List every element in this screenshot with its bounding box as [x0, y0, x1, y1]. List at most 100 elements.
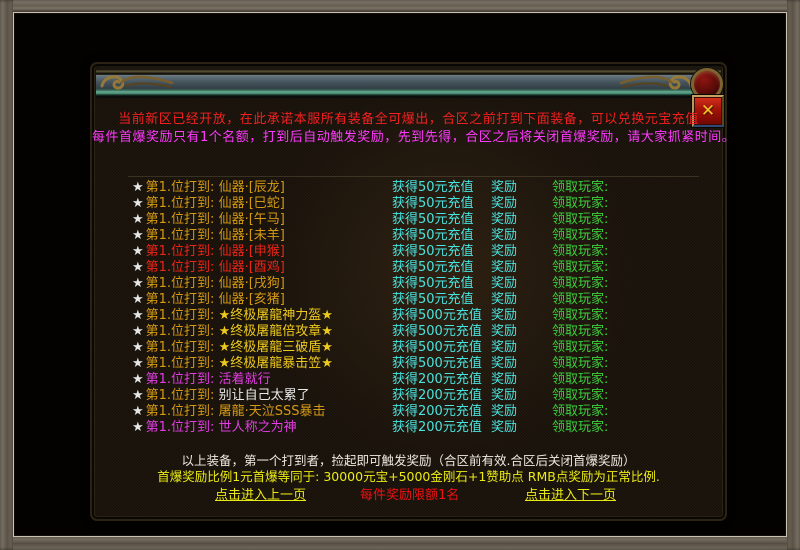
reward-label: 奖励: [491, 196, 518, 211]
row-prefix: 第1.位打到:: [145, 260, 215, 275]
item-name: 仙器·[酉鸡]: [218, 260, 285, 275]
list-item: ★ 第1.位打到: 仙器·[巳蛇] 获得50元充值 奖励 领取玩家:: [132, 196, 715, 212]
list-item: ★ 第1.位打到: ★终极屠龍倍攻章★ 获得500元充值 奖励 领取玩家:: [132, 324, 715, 340]
claim-player-label: 领取玩家:: [552, 180, 609, 195]
first-drop-reward-list: ★ 第1.位打到: 仙器·[辰龙] 获得50元充值 奖励 领取玩家: ★ 第1.位打…: [132, 180, 715, 436]
reward-label: 奖励: [491, 420, 518, 435]
claim-player-label: 领取玩家:: [552, 196, 609, 211]
row-prefix: 第1.位打到:: [145, 324, 215, 339]
claim-player-label: 领取玩家:: [552, 308, 609, 323]
item-name: ★终极屠龍神力盔★: [218, 308, 333, 323]
claim-player-label: 领取玩家:: [552, 420, 609, 435]
reward-label: 奖励: [491, 212, 518, 227]
row-prefix: 第1.位打到:: [145, 308, 215, 323]
reward-label: 奖励: [491, 260, 518, 275]
claim-player-label: 领取玩家:: [552, 228, 609, 243]
item-name: 仙器·[午马]: [218, 212, 285, 227]
star-icon: ★: [132, 340, 144, 355]
reward-label: 奖励: [491, 404, 518, 419]
row-prefix: 第1.位打到:: [145, 388, 215, 403]
list-item: ★ 第1.位打到: ★终极屠龍暴击笠★ 获得500元充值 奖励 领取玩家:: [132, 356, 715, 372]
reward-value: 获得500元充值: [392, 356, 482, 371]
reward-value: 获得200元充值: [392, 388, 482, 403]
star-icon: ★: [132, 404, 144, 419]
list-item: ★ 第1.位打到: ★终极屠龍三破盾★ 获得500元充值 奖励 领取玩家:: [132, 340, 715, 356]
item-name: ★终极屠龍三破盾★: [218, 340, 333, 355]
claim-player-label: 领取玩家:: [552, 260, 609, 275]
claim-player-label: 领取玩家:: [552, 324, 609, 339]
row-prefix: 第1.位打到:: [145, 180, 215, 195]
list-item: ★ 第1.位打到: 仙器·[午马] 获得50元充值 奖励 领取玩家:: [132, 212, 715, 228]
row-prefix: 第1.位打到:: [145, 228, 215, 243]
list-item: ★ 第1.位打到: 世人称之为神 获得200元充值 奖励 领取玩家:: [132, 420, 715, 436]
footer-note-1: 以上装备，第一个打到者，捡起即可触发奖励（合区前有效.合区后关闭首爆奖励）: [181, 453, 636, 468]
reward-label: 奖励: [491, 276, 518, 291]
item-name: 世人称之为神: [218, 420, 297, 435]
announcement-line-1: 当前新区已经开放，在此承诺本服所有装备全可爆出，合区之前打到下面装备，可以兑换元…: [118, 112, 699, 127]
list-item: ★ 第1.位打到: 仙器·[戌狗] 获得50元充值 奖励 领取玩家:: [132, 276, 715, 292]
claim-player-label: 领取玩家:: [552, 388, 609, 403]
row-prefix: 第1.位打到:: [145, 244, 215, 259]
list-item: ★ 第1.位打到: 仙器·[辰龙] 获得50元充值 奖励 领取玩家:: [132, 180, 715, 196]
claim-player-label: 领取玩家:: [552, 244, 609, 259]
row-prefix: 第1.位打到:: [145, 404, 215, 419]
item-name: 屠龍·天泣SSS暴击: [218, 404, 326, 419]
list-item: ★ 第1.位打到: 仙器·[未羊] 获得50元充值 奖励 领取玩家:: [132, 228, 715, 244]
window-frame-bottom: [0, 537, 800, 550]
item-name: 仙器·[辰龙]: [218, 180, 285, 195]
reward-value: 获得50元充值: [392, 260, 474, 275]
claim-player-label: 领取玩家:: [552, 212, 609, 227]
item-name: ★终极屠龍暴击笠★: [218, 356, 333, 371]
reward-label: 奖励: [491, 324, 518, 339]
reward-value: 获得50元充值: [392, 196, 474, 211]
window-frame-right: [787, 0, 800, 550]
item-name: 仙器·[未羊]: [218, 228, 285, 243]
footer-note-2: 首爆奖励比例1元首爆等同于: 30000元宝+5000金刚石+1赞助点 RMB点…: [157, 469, 660, 484]
prev-page-link[interactable]: 点击进入上一页: [215, 488, 307, 503]
reward-label: 奖励: [491, 308, 518, 323]
reward-label: 奖励: [491, 228, 518, 243]
star-icon: ★: [132, 180, 144, 195]
titlebar-scroll-ornament-left: [100, 75, 174, 90]
item-name: 别让自己太累了: [218, 388, 310, 403]
reward-value: 获得50元充值: [392, 180, 474, 195]
row-prefix: 第1.位打到:: [145, 292, 215, 307]
star-icon: ★: [132, 308, 144, 323]
reward-value: 获得500元充值: [392, 308, 482, 323]
item-name: ★终极屠龍倍攻章★: [218, 324, 333, 339]
item-name: 仙器·[戌狗]: [218, 276, 285, 291]
row-prefix: 第1.位打到:: [145, 372, 215, 387]
row-prefix: 第1.位打到:: [145, 196, 215, 211]
close-button[interactable]: ✕: [692, 95, 724, 127]
reward-value: 获得50元充值: [392, 292, 474, 307]
item-name: 仙器·[亥猪]: [218, 292, 285, 307]
titlebar-scroll-ornament-right: [619, 75, 693, 90]
star-icon: ★: [132, 212, 144, 227]
star-icon: ★: [132, 372, 144, 387]
claim-player-label: 领取玩家:: [552, 276, 609, 291]
reward-value: 获得500元充值: [392, 340, 482, 355]
reward-label: 奖励: [491, 180, 518, 195]
list-item: ★ 第1.位打到: 仙器·[酉鸡] 获得50元充值 奖励 领取玩家:: [132, 260, 715, 276]
list-item: ★ 第1.位打到: 别让自己太累了 获得200元充值 奖励 领取玩家:: [132, 388, 715, 404]
star-icon: ★: [132, 420, 144, 435]
claim-player-label: 领取玩家:: [552, 340, 609, 355]
reward-label: 奖励: [491, 292, 518, 307]
reward-value: 获得200元充值: [392, 404, 482, 419]
row-prefix: 第1.位打到:: [145, 212, 215, 227]
row-prefix: 第1.位打到:: [145, 356, 215, 371]
next-page-link[interactable]: 点击进入下一页: [525, 488, 617, 503]
star-icon: ★: [132, 260, 144, 275]
reward-label: 奖励: [491, 244, 518, 259]
reward-value: 获得500元充值: [392, 324, 482, 339]
row-prefix: 第1.位打到:: [145, 420, 215, 435]
star-icon: ★: [132, 196, 144, 211]
reward-limit-note: 每件奖励限额1名: [360, 488, 460, 503]
window-frame-top: [0, 0, 800, 12]
list-item: ★ 第1.位打到: 活着就行 获得200元充值 奖励 领取玩家:: [132, 372, 715, 388]
reward-label: 奖励: [491, 356, 518, 371]
reward-label: 奖励: [491, 340, 518, 355]
reward-label: 奖励: [491, 372, 518, 387]
star-icon: ★: [132, 356, 144, 371]
